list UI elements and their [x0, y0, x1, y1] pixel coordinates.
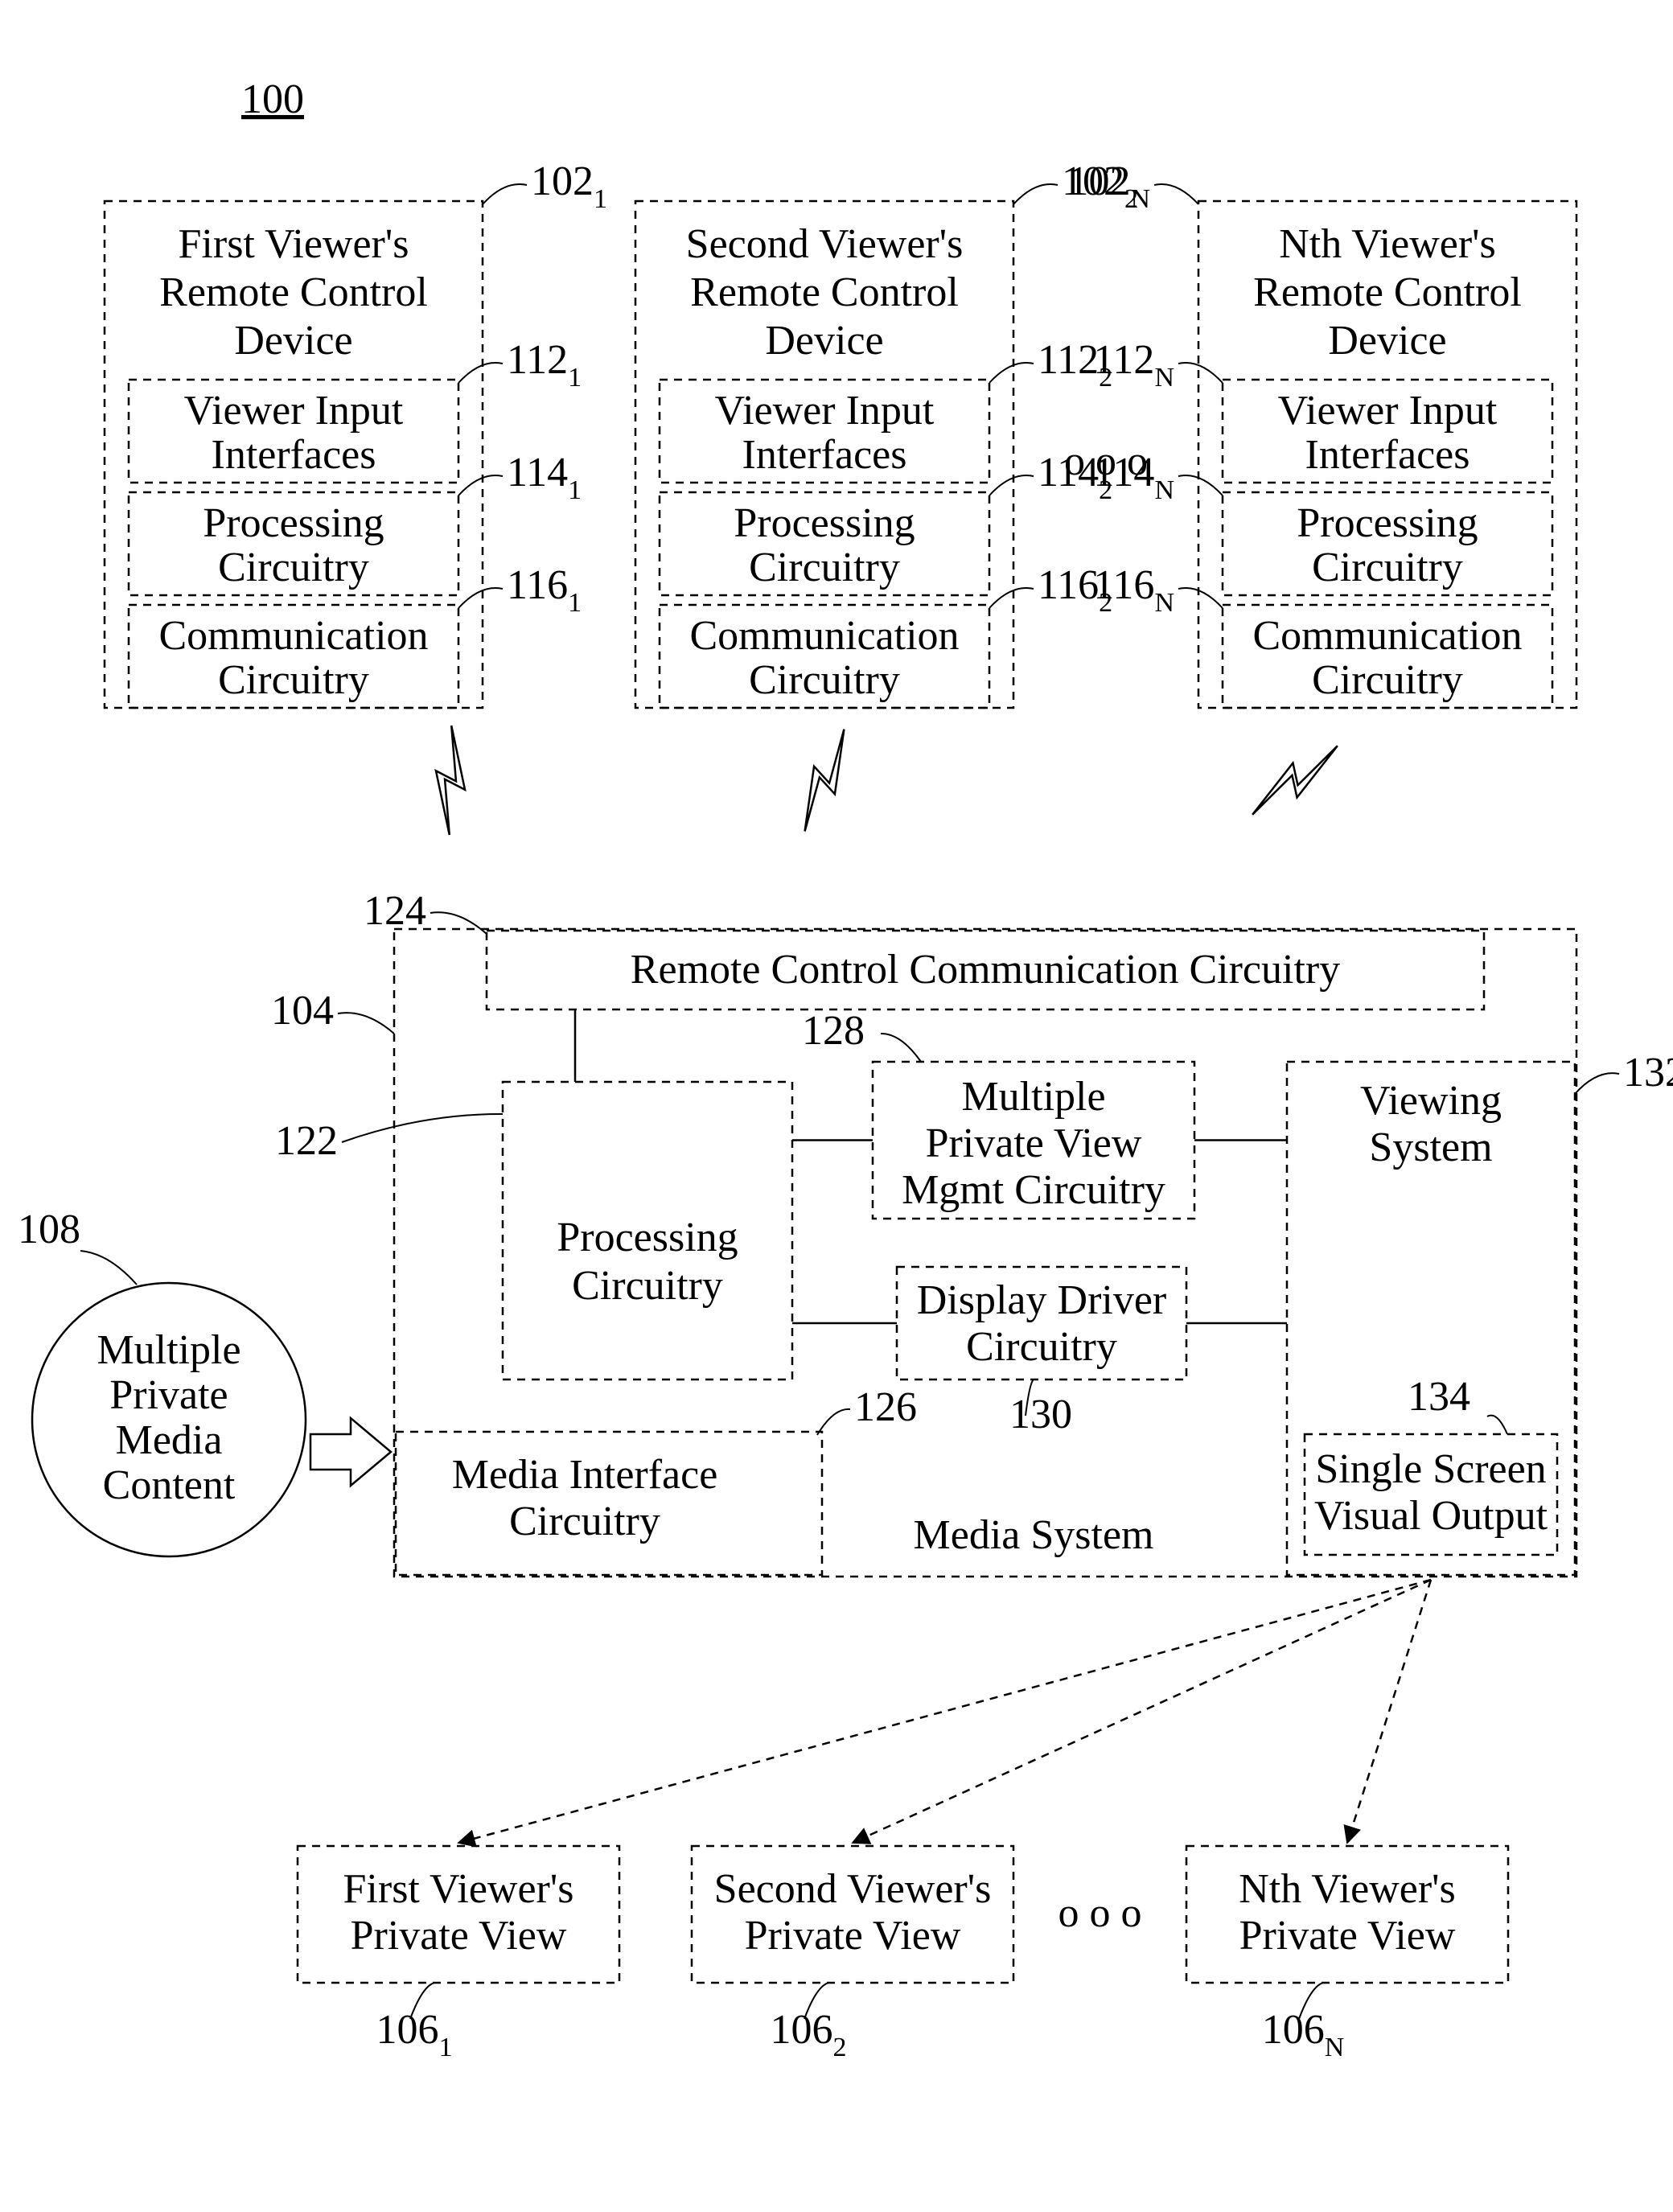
ref: 128 — [802, 1008, 865, 1054]
ref: 1021 — [531, 158, 607, 214]
remote-row: Interfaces — [1305, 432, 1470, 478]
remote-title: Nth Viewer's — [1279, 221, 1496, 267]
mpv: Mgmt Circuitry — [902, 1167, 1165, 1213]
mpv: Multiple — [961, 1074, 1105, 1120]
view: Private View — [351, 1913, 567, 1959]
content: Content — [103, 1462, 236, 1508]
ref: 1062 — [771, 2007, 847, 2062]
ref: 102N — [1067, 158, 1150, 214]
content: Media — [116, 1417, 223, 1463]
media-system-label: Media System — [914, 1512, 1154, 1558]
remote-row: Circuitry — [218, 657, 369, 703]
arrow-icon — [310, 1418, 391, 1486]
view: Second Viewer's — [714, 1866, 992, 1912]
remote-title: Device — [234, 318, 352, 364]
remote-row: Circuitry — [1312, 545, 1463, 590]
remote-row: Processing — [1297, 500, 1478, 546]
remote-title: Remote Control — [1253, 269, 1522, 315]
ref: 1061 — [376, 2007, 453, 2062]
view-arrow — [853, 1580, 1431, 1843]
view: Nth Viewer's — [1239, 1866, 1456, 1912]
remote-row: Communication — [1252, 613, 1522, 659]
ref: 108 — [18, 1207, 80, 1252]
view: First Viewer's — [343, 1866, 574, 1912]
driver: Display Driver — [917, 1277, 1166, 1323]
remote-row: Processing — [734, 500, 915, 546]
remote-row: Interfaces — [212, 432, 376, 478]
ref: 130 — [1009, 1392, 1072, 1437]
remote-title: Second Viewer's — [686, 221, 964, 267]
remote-row: Viewer Input — [184, 388, 404, 434]
ref: 1121 — [507, 337, 582, 393]
remote-title: Device — [765, 318, 883, 364]
remote-row: Viewer Input — [1278, 388, 1498, 434]
remote-row: Communication — [158, 613, 428, 659]
wireless-icon — [782, 730, 867, 832]
ref: 132 — [1623, 1050, 1673, 1096]
remote-title: Remote Control — [690, 269, 959, 315]
svo: Single Screen — [1315, 1446, 1546, 1492]
remote-row: Circuitry — [749, 545, 900, 590]
remote-row: Communication — [689, 613, 959, 659]
view: Private View — [1239, 1913, 1456, 1959]
mpv: Private View — [926, 1120, 1142, 1166]
svo: Visual Output — [1314, 1493, 1548, 1539]
remote-row: Circuitry — [749, 657, 900, 703]
ref: 106N — [1262, 2007, 1345, 2062]
remote-title: First Viewer's — [179, 221, 409, 267]
view-arrow — [1347, 1580, 1431, 1843]
ref: 1161 — [507, 562, 582, 618]
proc: Circuitry — [572, 1263, 723, 1309]
diagram-canvas: 100First Viewer'sRemote ControlDeviceVie… — [0, 0, 1673, 2212]
content: Multiple — [97, 1327, 240, 1373]
remote-row: Circuitry — [1312, 657, 1463, 703]
ref: 124 — [364, 888, 426, 934]
ref: 122 — [275, 1118, 338, 1164]
ref: 1141 — [507, 450, 582, 505]
wireless-icon — [1252, 730, 1338, 832]
ellipsis: o o o — [1064, 438, 1148, 484]
content: Private — [109, 1372, 228, 1418]
wireless-icon — [399, 726, 503, 835]
viewing: Viewing — [1360, 1078, 1502, 1124]
proc: Processing — [557, 1215, 738, 1260]
remote-row: Viewer Input — [715, 388, 935, 434]
remote-row: Interfaces — [742, 432, 907, 478]
ellipsis: o o o — [1058, 1890, 1142, 1936]
remote-row: Processing — [203, 500, 384, 546]
viewing: System — [1369, 1125, 1492, 1170]
figure-number: 100 — [241, 76, 304, 122]
remote-title: Remote Control — [159, 269, 428, 315]
ref: 134 — [1408, 1374, 1470, 1420]
remote-comm: Remote Control Communication Circuitry — [631, 947, 1340, 993]
remote-title: Device — [1328, 318, 1446, 364]
view-arrow — [458, 1580, 1431, 1843]
media-if: Media Interface — [452, 1452, 718, 1498]
media-if: Circuitry — [509, 1499, 660, 1544]
driver: Circuitry — [966, 1324, 1117, 1370]
ref: 104 — [271, 988, 334, 1034]
remote-row: Circuitry — [218, 545, 369, 590]
ref: 126 — [854, 1384, 917, 1430]
view: Private View — [745, 1913, 961, 1959]
